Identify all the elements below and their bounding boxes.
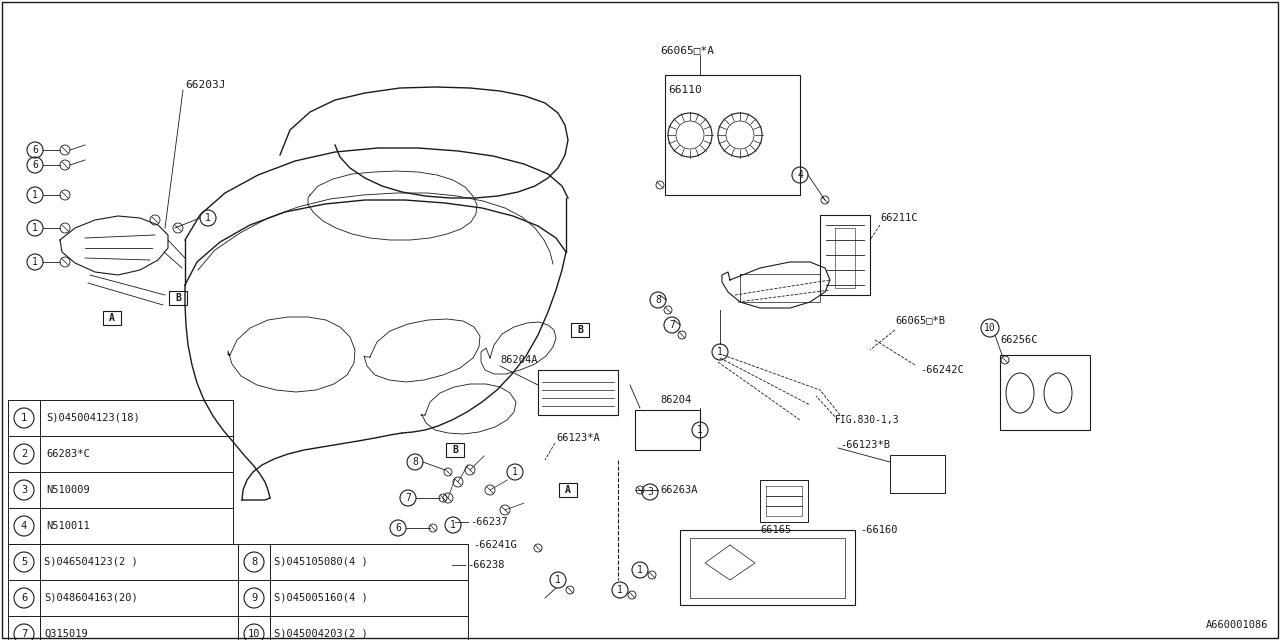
Bar <box>890 455 945 493</box>
Text: 7: 7 <box>669 320 675 330</box>
Text: 66165: 66165 <box>760 525 791 535</box>
Text: -66238: -66238 <box>467 560 504 570</box>
Text: 8: 8 <box>251 557 257 567</box>
Text: N510009: N510009 <box>46 485 90 495</box>
Text: B: B <box>452 445 458 455</box>
Text: 4: 4 <box>797 170 803 180</box>
Text: 1: 1 <box>698 425 703 435</box>
Bar <box>102 311 122 325</box>
Text: 1: 1 <box>637 565 643 575</box>
Text: 5: 5 <box>20 557 27 567</box>
Text: 66110: 66110 <box>668 85 701 95</box>
Text: -66242C: -66242C <box>920 365 964 375</box>
Text: 66065□*A: 66065□*A <box>660 45 714 55</box>
Text: 66211C: 66211C <box>881 213 918 223</box>
Bar <box>760 480 808 522</box>
Text: 66065□*B: 66065□*B <box>895 315 945 325</box>
Text: 1: 1 <box>32 223 38 233</box>
Text: 1: 1 <box>205 213 211 223</box>
Text: 1: 1 <box>32 190 38 200</box>
Text: 66283*C: 66283*C <box>46 449 90 459</box>
Text: 86204: 86204 <box>660 395 691 405</box>
Text: S)045105080(4 ): S)045105080(4 ) <box>274 557 367 567</box>
Text: S)048604163(20): S)048604163(20) <box>44 593 138 603</box>
Text: S)045005160(4 ): S)045005160(4 ) <box>274 593 367 603</box>
Text: S)045004123(18): S)045004123(18) <box>46 413 140 423</box>
Text: 66256C: 66256C <box>1000 335 1038 345</box>
Bar <box>559 483 577 497</box>
Text: 4: 4 <box>20 521 27 531</box>
Bar <box>690 538 845 598</box>
Bar <box>1000 355 1091 430</box>
Text: -66160: -66160 <box>860 525 897 535</box>
Text: 6: 6 <box>20 593 27 603</box>
Bar <box>538 370 618 415</box>
Text: A660001086: A660001086 <box>1206 620 1268 630</box>
Text: 3: 3 <box>20 485 27 495</box>
Text: 10: 10 <box>984 323 996 333</box>
Text: 86204A: 86204A <box>500 355 538 365</box>
Text: 9: 9 <box>251 593 257 603</box>
Text: B: B <box>175 293 180 303</box>
Text: 7: 7 <box>20 629 27 639</box>
Text: 66123*A: 66123*A <box>556 433 600 443</box>
Text: 66263A: 66263A <box>660 485 698 495</box>
Text: 1: 1 <box>617 585 623 595</box>
Text: A: A <box>564 485 571 495</box>
Text: 1: 1 <box>451 520 456 530</box>
Bar <box>635 410 700 450</box>
Text: -66237: -66237 <box>470 517 507 527</box>
Text: 2: 2 <box>20 449 27 459</box>
Text: 8: 8 <box>655 295 660 305</box>
Text: 1: 1 <box>20 413 27 423</box>
Text: 1: 1 <box>32 257 38 267</box>
Bar <box>680 530 855 605</box>
Text: -66241G: -66241G <box>474 540 517 550</box>
Text: 8: 8 <box>412 457 419 467</box>
Bar <box>445 443 465 457</box>
Bar <box>666 75 800 195</box>
Text: 1: 1 <box>556 575 561 585</box>
Text: S)045004203(2 ): S)045004203(2 ) <box>274 629 367 639</box>
Bar <box>571 323 589 337</box>
Text: 6: 6 <box>396 523 401 533</box>
Text: 6: 6 <box>32 160 38 170</box>
Text: 6: 6 <box>32 145 38 155</box>
Text: 66203J: 66203J <box>186 80 225 90</box>
Text: 3: 3 <box>648 487 653 497</box>
Text: 7: 7 <box>404 493 411 503</box>
Text: B: B <box>577 325 582 335</box>
Bar <box>169 291 187 305</box>
Text: N510011: N510011 <box>46 521 90 531</box>
Text: 10: 10 <box>248 629 260 639</box>
Text: A: A <box>109 313 115 323</box>
Text: -66123*B: -66123*B <box>840 440 890 450</box>
Text: 1: 1 <box>717 347 723 357</box>
Text: Q315019: Q315019 <box>44 629 88 639</box>
Text: S)046504123(2 ): S)046504123(2 ) <box>44 557 138 567</box>
Text: 1: 1 <box>512 467 518 477</box>
Text: FIG.830-1,3: FIG.830-1,3 <box>835 415 900 425</box>
